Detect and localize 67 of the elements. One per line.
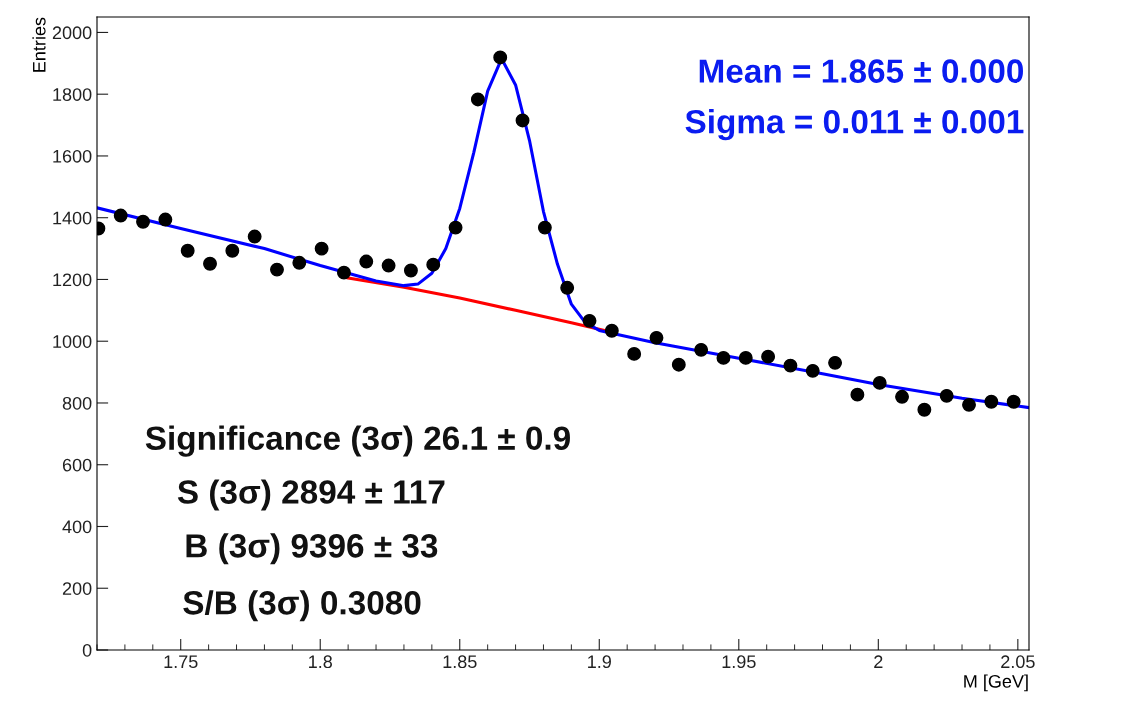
y-axis-title: Entries xyxy=(32,17,46,72)
annotation: Sigma = 0.011 ± 0.001 xyxy=(685,109,1024,141)
point xyxy=(604,323,619,338)
y-tick-label: 0 xyxy=(82,643,92,657)
point xyxy=(515,113,530,128)
point xyxy=(738,350,753,365)
point xyxy=(1006,394,1021,409)
y-tick-label: 1000 xyxy=(53,335,92,348)
x-tick-label: 2 xyxy=(874,655,883,668)
x-tick-label: 1.95 xyxy=(722,655,756,669)
point xyxy=(113,208,128,223)
point xyxy=(180,243,195,258)
x-tick-label: 1.8 xyxy=(309,655,332,669)
annotation: S (3σ) 2894 ± 117 xyxy=(177,479,445,511)
point xyxy=(448,220,463,235)
point xyxy=(627,346,642,361)
point xyxy=(939,388,954,403)
point xyxy=(917,402,932,417)
y-tick-label: 1600 xyxy=(53,149,92,163)
x-tick-label: 2.05 xyxy=(1001,655,1035,669)
point xyxy=(537,220,552,235)
y-tick-label: 200 xyxy=(62,582,92,595)
point xyxy=(403,263,418,278)
y-tick-label: 2000 xyxy=(52,26,92,40)
point xyxy=(761,349,776,364)
point xyxy=(895,389,909,404)
point xyxy=(136,214,150,229)
point xyxy=(671,357,686,372)
point xyxy=(203,256,217,271)
point xyxy=(694,342,709,357)
point xyxy=(359,254,374,269)
point xyxy=(984,394,999,409)
x-tick-label: 1.9 xyxy=(588,655,611,669)
point xyxy=(381,258,396,273)
point xyxy=(582,313,597,328)
point xyxy=(225,243,240,258)
point xyxy=(649,330,664,345)
y-tick-label: 1400 xyxy=(53,211,92,225)
point xyxy=(850,387,865,402)
point xyxy=(716,350,731,365)
point xyxy=(828,355,843,370)
point xyxy=(247,229,262,244)
point xyxy=(292,255,307,270)
point xyxy=(560,280,575,295)
x-axis-title: M [GeV] xyxy=(964,674,1028,692)
y-tick-label: 400 xyxy=(62,520,92,534)
point xyxy=(158,212,173,227)
point xyxy=(426,257,441,272)
y-tick-label: 1200 xyxy=(53,273,92,287)
annotation: Significance (3σ) 26.1 ± 0.9 xyxy=(145,425,570,457)
y-tick-label: 1800 xyxy=(53,88,92,101)
point xyxy=(337,265,351,280)
y-tick-label: 800 xyxy=(62,396,92,410)
point xyxy=(270,262,284,277)
x-tick-label: 1.75 xyxy=(164,655,198,669)
point xyxy=(872,375,887,390)
point xyxy=(783,358,798,373)
point xyxy=(962,397,976,412)
point xyxy=(493,50,508,65)
point xyxy=(470,92,485,107)
x-tick-label: 1.85 xyxy=(443,655,477,669)
annotation: B (3σ) 9396 ± 33 xyxy=(186,533,438,565)
point xyxy=(314,241,329,256)
annotation: S/B (3σ) 0.3080 xyxy=(183,590,421,622)
point xyxy=(805,363,820,378)
annotation: Mean = 1.865 ± 0.000 xyxy=(699,59,1023,83)
y-tick-label: 600 xyxy=(62,458,92,472)
